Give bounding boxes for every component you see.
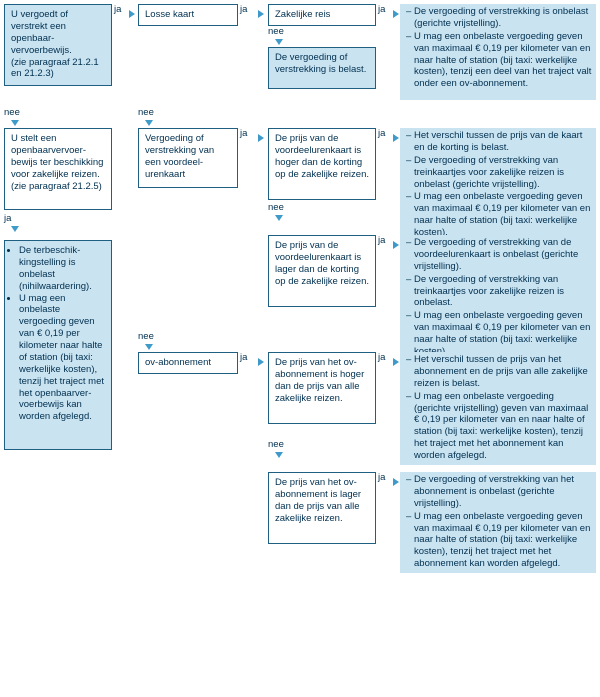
outcome-5: De vergoeding of verstrekking van het ab… xyxy=(400,472,596,573)
item: U mag een onbelaste vergoeding (gerichte… xyxy=(414,391,592,462)
arrow-down-icon xyxy=(11,120,19,126)
item: De vergoeding of verstrekking van treink… xyxy=(414,274,592,310)
label-ja: ja xyxy=(378,236,385,246)
outcome-2: Het verschil tussen de prijs van de kaar… xyxy=(400,128,596,242)
box-voordeelurenkaart: Vergoeding of verstrekking van een voord… xyxy=(138,128,238,188)
box-text: U stelt een openbaarvervoer-bewijs ter b… xyxy=(11,133,103,192)
arrow-down-icon xyxy=(275,452,283,458)
box-text: De vergoeding of verstrekking is belast. xyxy=(275,52,366,75)
label-ja: ja xyxy=(378,129,385,139)
arrow-down-icon xyxy=(275,215,283,221)
box-vuk-hoger: De prijs van de voordeelurenkaart is hog… xyxy=(268,128,376,200)
box-ter-beschikking: U stelt een openbaarvervoer-bewijs ter b… xyxy=(4,128,112,210)
item: U mag een onbelaste vergoeding geven van… xyxy=(19,293,105,424)
label-ja: ja xyxy=(378,473,385,483)
label-ja: ja xyxy=(378,5,385,15)
box-text: ov-abonnement xyxy=(145,357,211,368)
arrow-right-icon xyxy=(258,10,264,18)
box-text: De prijs van het ov-abonnement is lager … xyxy=(275,477,361,524)
box-text: Vergoeding of verstrekking van een voord… xyxy=(145,133,214,180)
box-text: De prijs van de voordeelurenkaart is hog… xyxy=(275,133,369,180)
arrow-down-icon xyxy=(145,344,153,350)
arrow-down-icon xyxy=(11,226,19,232)
label-ja: ja xyxy=(240,129,247,139)
label-ja: ja xyxy=(240,5,247,15)
flowchart-canvas: U vergoedt of verstrekt een openbaar-ver… xyxy=(0,0,600,697)
item: U mag een onbelaste vergoeding geven van… xyxy=(414,191,592,239)
label-ja: ja xyxy=(114,5,121,15)
box-belast: De vergoeding of verstrekking is belast. xyxy=(268,47,376,89)
arrow-down-icon xyxy=(145,120,153,126)
box-vergoedt-verstrekt: U vergoedt of verstrekt een openbaar-ver… xyxy=(4,4,112,86)
arrow-down-icon xyxy=(275,39,283,45)
label-ja: ja xyxy=(4,214,11,224)
label-nee: nee xyxy=(268,440,284,450)
item: U mag een onbelaste vergoeding geven van… xyxy=(414,511,592,570)
item: U mag een onbelaste vergoeding geven van… xyxy=(414,31,592,90)
box-ov-hoger: De prijs van het ov-abonnement is hoger … xyxy=(268,352,376,424)
arrow-right-icon xyxy=(129,10,135,18)
item: De vergoeding of verstrekking van treink… xyxy=(414,155,592,191)
arrow-right-icon xyxy=(393,358,399,366)
box-text: Zakelijke reis xyxy=(275,9,330,20)
item: Het verschil tussen de prijs van de kaar… xyxy=(414,130,592,154)
outcome-4: Het verschil tussen de prijs van het abo… xyxy=(400,352,596,465)
box-text: De prijs van het ov-abonnement is hoger … xyxy=(275,357,364,404)
box-text: U vergoedt of verstrekt een openbaar-ver… xyxy=(11,9,99,79)
arrow-right-icon xyxy=(393,478,399,486)
arrow-right-icon xyxy=(393,241,399,249)
box-ov-abonnement: ov-abonnement xyxy=(138,352,238,374)
arrow-right-icon xyxy=(258,134,264,142)
item: De vergoeding of verstrekking van de voo… xyxy=(414,237,592,273)
item: De vergoeding of verstrekking van het ab… xyxy=(414,474,592,510)
item: U mag een onbelaste vergoeding geven van… xyxy=(414,310,592,358)
item: De terbeschik-kingstelling is onbelast (… xyxy=(19,245,105,293)
box-ov-lager: De prijs van het ov-abonnement is lager … xyxy=(268,472,376,544)
label-nee: nee xyxy=(268,27,284,37)
label-ja: ja xyxy=(378,353,385,363)
item: Het verschil tussen de prijs van het abo… xyxy=(414,354,592,390)
label-nee: nee xyxy=(268,203,284,213)
label-nee: nee xyxy=(138,108,154,118)
box-nihilwaardering: De terbeschik-kingstelling is onbelast (… xyxy=(4,240,112,450)
outcome-1: De vergoeding of verstrekking is onbelas… xyxy=(400,4,596,100)
arrow-right-icon xyxy=(393,134,399,142)
box-text: Losse kaart xyxy=(145,9,194,20)
label-nee: nee xyxy=(4,108,20,118)
label-nee: nee xyxy=(138,332,154,342)
arrow-right-icon xyxy=(393,10,399,18)
box-text: De prijs van de voordeelurenkaart is lag… xyxy=(275,240,369,287)
box-vuk-lager: De prijs van de voordeelurenkaart is lag… xyxy=(268,235,376,307)
box-zakelijke-reis: Zakelijke reis xyxy=(268,4,376,26)
box-losse-kaart: Losse kaart xyxy=(138,4,238,26)
item: De vergoeding of verstrekking is onbelas… xyxy=(414,6,592,30)
outcome-3: De vergoeding of verstrekking van de voo… xyxy=(400,235,596,361)
label-ja: ja xyxy=(240,353,247,363)
arrow-right-icon xyxy=(258,358,264,366)
